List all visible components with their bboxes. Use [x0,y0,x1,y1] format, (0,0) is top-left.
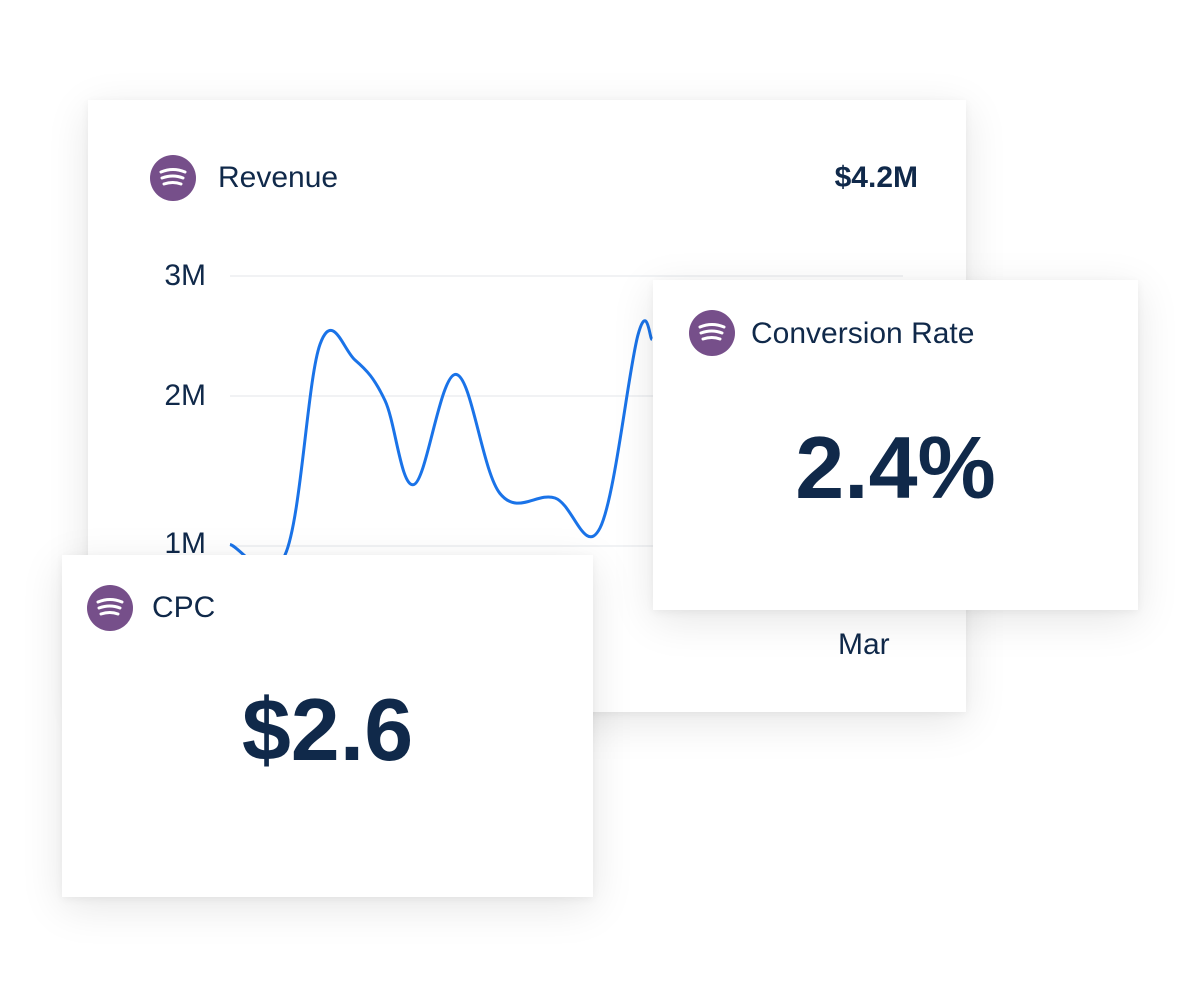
y-tick-2m: 2M [164,379,206,412]
spotify-icon [87,585,133,631]
conversion-rate-card: Conversion Rate 2.4% [653,280,1138,610]
cpc-title: CPC [152,591,216,624]
y-tick-1m: 1M [164,527,206,560]
revenue-series-line [229,319,654,571]
spotify-icon [150,155,196,201]
cpc-value: $2.6 [241,680,414,779]
revenue-title: Revenue [218,161,339,194]
spotify-icon [689,310,735,356]
revenue-total: $4.2M [834,161,918,194]
x-tick-mar: Mar [838,628,890,661]
conversion-value: 2.4% [795,418,996,517]
conversion-title: Conversion Rate [751,317,975,350]
y-tick-3m: 3M [164,259,206,292]
cpc-card: CPC $2.6 [62,555,593,897]
